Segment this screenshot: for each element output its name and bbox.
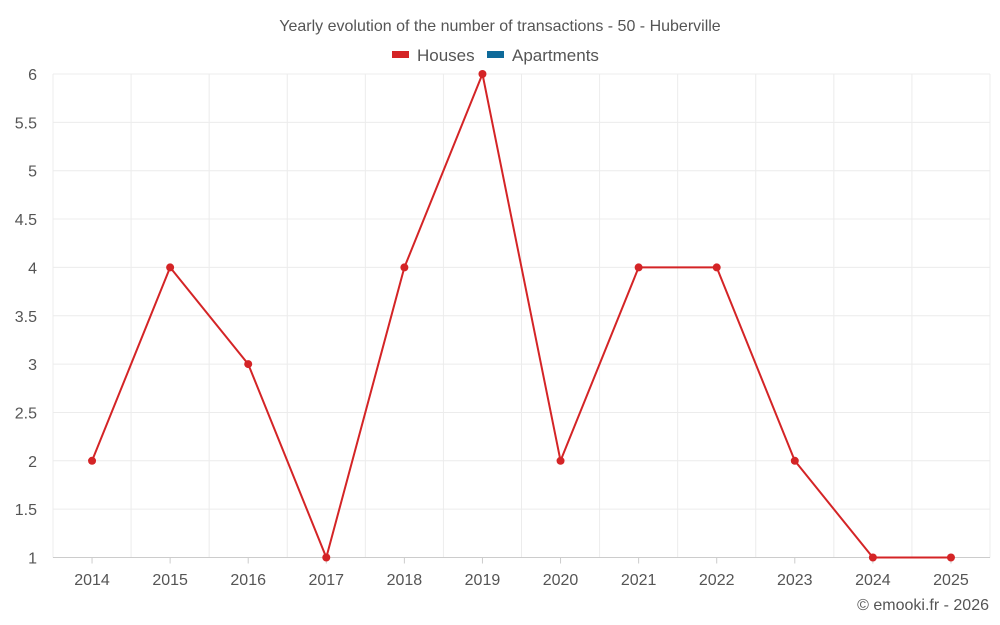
y-tick-label: 4.5	[15, 212, 37, 229]
y-tick-label: 5	[28, 164, 37, 181]
series-lines	[91, 73, 951, 559]
data-point-houses-2025[interactable]	[946, 553, 955, 562]
legend-swatch-houses[interactable]	[392, 51, 409, 58]
data-point-houses-2024[interactable]	[868, 553, 877, 562]
x-tick-label: 2016	[230, 572, 266, 589]
x-tick-label: 2020	[543, 572, 579, 589]
legend-label-houses[interactable]: Houses	[417, 46, 475, 65]
x-tick-label: 2019	[465, 572, 501, 589]
y-tick-label: 4	[28, 260, 37, 277]
x-tick-label: 2014	[74, 572, 110, 589]
data-point-houses-2016[interactable]	[244, 360, 253, 369]
y-tick-label: 5.5	[15, 115, 37, 132]
legend: Houses Apartments	[392, 46, 599, 65]
y-tick-label: 1	[28, 551, 37, 568]
y-tick-label: 6	[28, 67, 37, 84]
data-point-houses-2022[interactable]	[712, 263, 721, 272]
x-tick-label: 2023	[777, 572, 813, 589]
y-tick-label: 2.5	[15, 405, 37, 422]
x-tick-label: 2025	[933, 572, 969, 589]
chart-title: Yearly evolution of the number of transa…	[279, 18, 721, 35]
series-line-houses	[91, 73, 951, 559]
y-tick-label: 3.5	[15, 309, 37, 326]
x-tick-label: 2018	[387, 572, 423, 589]
x-tick-label: 2022	[699, 572, 735, 589]
y-tick-label: 3	[28, 357, 37, 374]
data-point-houses-2021[interactable]	[634, 263, 643, 272]
y-axis-ticks: 1 1.5 2 2.5 3 3.5 4 4.5 5 5.5 6	[15, 67, 37, 568]
data-point-houses-2018[interactable]	[400, 263, 409, 272]
x-tick-label: 2021	[621, 572, 657, 589]
series-points	[88, 70, 955, 562]
data-point-houses-2014[interactable]	[88, 456, 97, 465]
data-point-houses-2023[interactable]	[790, 456, 799, 465]
data-point-houses-2019[interactable]	[478, 70, 487, 78]
data-point-houses-2020[interactable]	[556, 456, 565, 465]
x-tick-label: 2024	[855, 572, 891, 589]
x-axis-ticks: 2014 2015 2016 2017 2018 2019 2020 2021 2022 2023…	[74, 557, 969, 589]
legend-label-apartments[interactable]: Apartments	[512, 46, 599, 65]
x-tick-label: 2017	[308, 572, 344, 589]
data-point-houses-2017[interactable]	[322, 553, 331, 562]
x-tick-label: 2015	[152, 572, 188, 589]
credit-text: © emooki.fr - 2026	[857, 597, 989, 614]
y-tick-label: 2	[28, 454, 37, 471]
data-point-houses-2015[interactable]	[166, 263, 175, 272]
y-tick-label: 1.5	[15, 502, 37, 519]
legend-swatch-apartments[interactable]	[487, 51, 504, 58]
